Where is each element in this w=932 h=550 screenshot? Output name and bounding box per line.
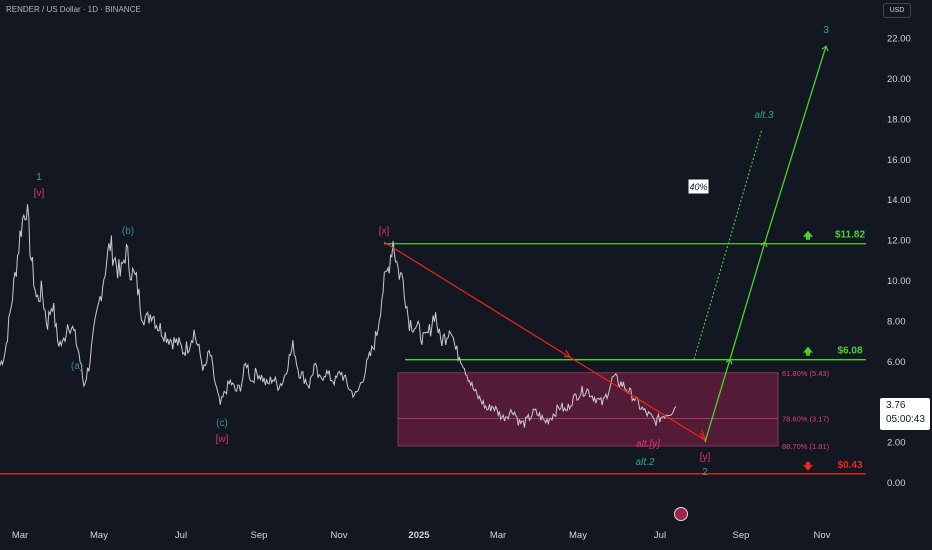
wave-label-x: [x] bbox=[379, 226, 390, 237]
target-zone: 61.80% (5.43) 78.60% (3.17) 88.70% (1.81) bbox=[397, 369, 830, 451]
fib-label: 78.60% (3.17) bbox=[782, 414, 830, 423]
last-price-box: 3.76 05:00:43 bbox=[880, 398, 930, 430]
wave-label-v: [v] bbox=[34, 188, 45, 199]
x-tick-label: Jul bbox=[654, 530, 666, 541]
x-tick-label: Sep bbox=[251, 530, 268, 541]
green-arrow-icon bbox=[760, 241, 768, 248]
wave-label-y: [y] bbox=[700, 452, 711, 463]
x-axis: Mar May Jul Sep Nov 2025 Mar May Jul Sep Nov bbox=[12, 530, 831, 541]
red-trend-line bbox=[383, 241, 571, 358]
red-arrow-icon bbox=[563, 349, 572, 359]
level-label: $0.43 bbox=[837, 460, 862, 471]
wave-label-w: [w] bbox=[216, 434, 229, 445]
y-tick-label: 6.00 bbox=[887, 357, 906, 368]
wave-label-alt-y: alt.[y] bbox=[636, 439, 660, 450]
wave-label-3: 3 bbox=[823, 25, 829, 36]
wave-label-b: (b) bbox=[122, 226, 134, 237]
level-label: $11.82 bbox=[835, 230, 865, 241]
wave-label-alt-2: alt.2 bbox=[636, 457, 655, 468]
bar-countdown: 05:00:43 bbox=[886, 414, 925, 425]
green-arrow-icon bbox=[821, 45, 829, 52]
probability-label: 40% bbox=[689, 182, 707, 192]
y-tick-label: 18.00 bbox=[887, 114, 911, 125]
chart-title: RENDER / US Dollar · 1D · BINANCE bbox=[6, 5, 141, 14]
price-line bbox=[0, 204, 677, 428]
y-tick-label: 20.00 bbox=[887, 74, 911, 85]
y-tick-label: 22.00 bbox=[887, 34, 911, 45]
price-series bbox=[0, 204, 677, 428]
x-tick-label: 2025 bbox=[408, 530, 430, 541]
x-tick-label: Sep bbox=[733, 530, 750, 541]
wave-annotations: 1 [v] (b) (a) (c) [w] [x] alt.[y] alt.2 [y] 2 3 alt.… bbox=[34, 25, 830, 478]
red-trend-line bbox=[569, 356, 706, 441]
red-arrow-icon bbox=[699, 429, 707, 443]
wave-label-1: 1 bbox=[36, 172, 42, 183]
y-tick-label: 14.00 bbox=[887, 195, 911, 206]
x-tick-label: Nov bbox=[331, 530, 348, 541]
probability-badge bbox=[687, 178, 710, 195]
y-tick-label: 0.00 bbox=[887, 478, 906, 489]
y-tick-label: 10.00 bbox=[887, 276, 911, 287]
x-tick-label: Nov bbox=[814, 530, 831, 541]
wave-label-c: (c) bbox=[216, 418, 228, 429]
x-tick-label: Mar bbox=[490, 530, 506, 541]
wave-label-2: 2 bbox=[702, 467, 708, 478]
fib-label: 88.70% (1.81) bbox=[782, 442, 830, 451]
projections bbox=[383, 45, 829, 443]
x-tick-label: May bbox=[569, 530, 587, 541]
y-tick-label: 8.00 bbox=[887, 316, 906, 327]
fib-label: 61.80% (5.43) bbox=[782, 369, 830, 378]
arrow-down-icon bbox=[803, 461, 813, 471]
green-arrow-icon bbox=[725, 358, 733, 365]
y-tick-label: 2.00 bbox=[887, 438, 906, 449]
tradingview-logo-icon[interactable] bbox=[674, 507, 688, 521]
y-tick-label: 12.00 bbox=[887, 236, 911, 247]
currency-button[interactable]: USD bbox=[883, 3, 911, 18]
target-zone-rect bbox=[397, 372, 779, 447]
arrow-up-icon bbox=[803, 346, 813, 356]
y-tick-label: 16.00 bbox=[887, 155, 911, 166]
wave-label-alt-3: alt.3 bbox=[755, 110, 774, 121]
level-label: $6.08 bbox=[837, 346, 862, 357]
wave-label-a: (a) bbox=[71, 361, 83, 372]
last-price: 3.76 bbox=[886, 400, 906, 411]
x-tick-label: Jul bbox=[175, 530, 187, 541]
x-tick-label: Mar bbox=[12, 530, 28, 541]
arrow-up-icon bbox=[803, 230, 813, 240]
x-tick-label: May bbox=[90, 530, 108, 541]
green-projection-line bbox=[704, 45, 827, 443]
price-levels: $11.82 $6.08 $0.43 bbox=[0, 230, 866, 475]
